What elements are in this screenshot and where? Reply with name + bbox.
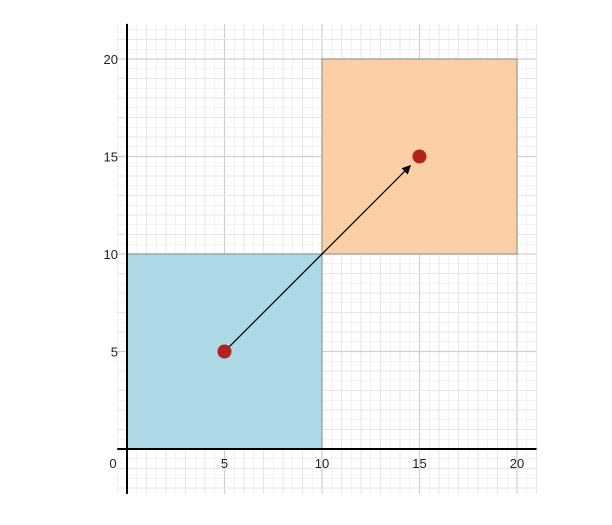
x-tick-label: 10 <box>315 456 329 471</box>
y-tick-label: 15 <box>104 150 118 165</box>
y-tick-label: 20 <box>104 52 118 67</box>
point-start <box>217 344 232 359</box>
y-tick-label: 5 <box>111 345 118 360</box>
x-tick-label: 20 <box>510 456 524 471</box>
translation-arrow <box>227 165 411 349</box>
x-tick-label: 0 <box>109 456 116 471</box>
tick-labels: 0 5 10 15 20 5 10 15 20 <box>104 52 525 471</box>
x-tick-label: 5 <box>221 456 228 471</box>
arrow-layer <box>227 165 411 349</box>
axes <box>117 23 537 494</box>
y-tick-label: 10 <box>104 247 118 262</box>
x-tick-label: 15 <box>412 456 426 471</box>
points-layer <box>217 149 427 359</box>
point-end <box>412 149 427 164</box>
